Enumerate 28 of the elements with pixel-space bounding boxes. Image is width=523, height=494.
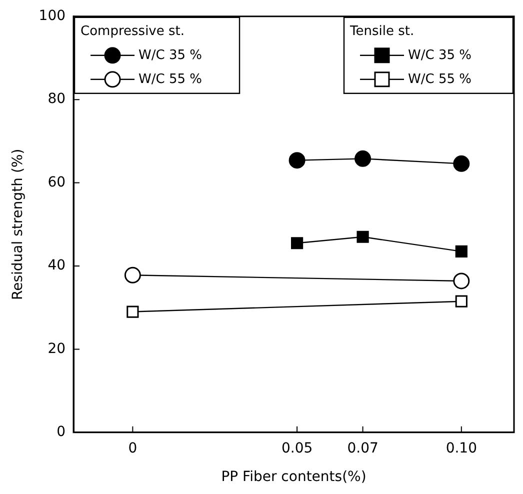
y-tick-label: 80 (48, 91, 66, 108)
point (356, 230, 369, 243)
y-tick-label: 60 (48, 174, 66, 190)
x-tick-label: 0 (128, 440, 138, 456)
point (453, 155, 470, 172)
x-tick-label: 0.10 (446, 440, 477, 456)
point (290, 237, 304, 250)
point (126, 306, 139, 318)
y-axis-title: Residual strength (%) (10, 148, 26, 300)
y-tick-label: 100 (38, 8, 66, 24)
y-tick-label: 20 (48, 340, 66, 357)
legend-label: W/C 55 % (138, 72, 202, 87)
legend-label: W/C 55 % (408, 72, 472, 87)
point (455, 295, 468, 308)
point (288, 152, 306, 169)
legend-label: W/C 35 % (138, 48, 202, 63)
x-tick-label: 0.05 (281, 440, 313, 456)
x-axis-title: PP Fiber contents(%) (221, 469, 366, 486)
point (455, 245, 468, 258)
annotation: Compressive st. (80, 24, 185, 39)
x-tick-label: 0.07 (347, 440, 378, 456)
y-tick-label: 40 (48, 258, 66, 274)
y-tick-label: 0 (56, 424, 66, 440)
point (124, 266, 141, 284)
annotation: Tensile st. (349, 24, 414, 39)
legend-label: W/C 35 % (408, 48, 472, 63)
point (453, 272, 470, 290)
point (354, 150, 372, 167)
